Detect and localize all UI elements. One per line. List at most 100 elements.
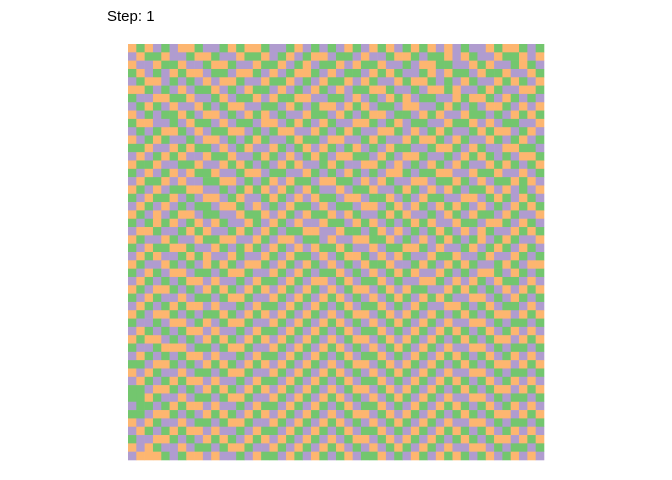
- cell: [211, 135, 220, 145]
- cell: [277, 301, 287, 311]
- cell: [435, 85, 445, 95]
- cell: [485, 193, 495, 203]
- cell: [336, 360, 345, 369]
- cell: [252, 118, 262, 128]
- cell: [394, 293, 403, 303]
- cell: [502, 418, 512, 428]
- cell: [344, 85, 353, 95]
- cell: [311, 160, 320, 170]
- cell: [136, 418, 145, 428]
- cell: [502, 385, 512, 394]
- cell: [435, 343, 445, 353]
- cell: [286, 85, 295, 95]
- cell: [136, 185, 145, 195]
- cell: [419, 60, 428, 70]
- cell: [419, 77, 428, 86]
- cell: [385, 268, 395, 278]
- cell: [485, 351, 495, 361]
- cell: [394, 335, 403, 344]
- cell: [261, 227, 270, 236]
- cell: [136, 285, 145, 294]
- cell: [202, 218, 212, 228]
- cell: [535, 210, 545, 220]
- cell: [527, 410, 536, 419]
- cell: [485, 301, 495, 311]
- cell: [161, 376, 170, 386]
- cell: [286, 210, 295, 220]
- cell: [385, 44, 395, 53]
- cell: [444, 376, 453, 386]
- cell: [460, 418, 470, 428]
- cell: [311, 418, 320, 428]
- cell: [502, 160, 512, 170]
- cell: [535, 168, 545, 178]
- cell: [377, 77, 387, 86]
- cell: [527, 301, 536, 311]
- cell: [402, 351, 412, 361]
- cell: [360, 202, 370, 211]
- cell: [385, 227, 395, 236]
- cell: [252, 360, 262, 369]
- cell: [161, 318, 170, 328]
- cell: [311, 143, 320, 153]
- cell: [261, 52, 270, 61]
- cell: [336, 177, 345, 186]
- cell: [444, 118, 453, 128]
- cell: [294, 227, 304, 236]
- cell: [336, 435, 345, 444]
- cell: [277, 44, 287, 53]
- cell: [302, 185, 312, 195]
- cell: [244, 185, 254, 195]
- cell: [469, 443, 478, 452]
- cell: [527, 385, 536, 394]
- cell: [227, 435, 237, 444]
- cell: [319, 252, 328, 261]
- cell: [519, 52, 528, 61]
- cell: [311, 426, 320, 436]
- cell: [144, 326, 154, 336]
- cell: [319, 426, 328, 436]
- cell: [169, 202, 179, 211]
- cell: [377, 85, 387, 95]
- cell: [294, 177, 304, 186]
- cell: [227, 118, 237, 128]
- cell: [419, 235, 428, 244]
- cell: [477, 393, 487, 403]
- cell: [502, 210, 512, 220]
- cell: [286, 326, 295, 336]
- cell: [385, 68, 395, 78]
- cell: [294, 118, 304, 128]
- cell: [394, 260, 403, 269]
- cell: [485, 368, 495, 378]
- cell: [302, 77, 312, 86]
- cell: [410, 268, 420, 278]
- cell: [286, 44, 295, 53]
- cell: [327, 410, 337, 419]
- cell: [336, 368, 345, 378]
- cell: [419, 335, 428, 344]
- cell: [510, 451, 520, 461]
- cell: [136, 118, 145, 128]
- cell: [377, 343, 387, 353]
- cell: [402, 385, 412, 394]
- cell: [519, 426, 528, 436]
- cell: [202, 435, 212, 444]
- cell: [427, 118, 437, 128]
- cell: [327, 85, 337, 95]
- cell: [161, 326, 170, 336]
- cell: [327, 335, 337, 344]
- cell: [410, 177, 420, 186]
- cell: [385, 52, 395, 61]
- cell: [477, 376, 487, 386]
- cell: [319, 218, 328, 228]
- cell: [136, 60, 145, 70]
- cell: [161, 310, 170, 319]
- cell: [485, 335, 495, 344]
- cell: [319, 118, 328, 128]
- cell: [394, 143, 403, 153]
- cell: [402, 152, 412, 161]
- cell: [435, 243, 445, 253]
- cell: [128, 160, 137, 170]
- cell: [394, 243, 403, 253]
- cell: [394, 118, 403, 128]
